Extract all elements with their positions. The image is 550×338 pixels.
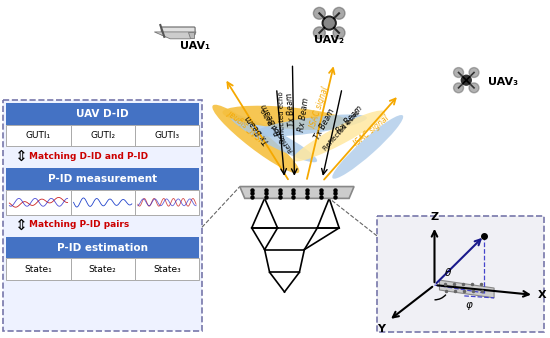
Polygon shape — [188, 32, 194, 38]
FancyBboxPatch shape — [7, 190, 70, 215]
Text: GUTI₃: GUTI₃ — [155, 131, 179, 140]
Text: Rx Beam: Rx Beam — [260, 102, 284, 137]
Polygon shape — [439, 280, 494, 298]
Text: UAV D-ID: UAV D-ID — [76, 109, 129, 119]
FancyBboxPatch shape — [7, 124, 70, 146]
Text: P-ID estimation: P-ID estimation — [57, 243, 148, 252]
Text: Matching D-ID and P-ID: Matching D-ID and P-ID — [29, 151, 148, 161]
Text: P-ID measurement: P-ID measurement — [48, 174, 157, 184]
Text: Tx Beam: Tx Beam — [244, 114, 272, 145]
Circle shape — [461, 75, 471, 85]
Circle shape — [314, 27, 325, 39]
FancyBboxPatch shape — [161, 27, 195, 35]
Text: Reflected echo: Reflected echo — [322, 109, 362, 152]
FancyBboxPatch shape — [7, 237, 199, 259]
Text: ⇕: ⇕ — [15, 148, 28, 164]
Text: GUTI₂: GUTI₂ — [90, 131, 116, 140]
Text: ⇕: ⇕ — [15, 217, 28, 233]
Text: Reflected echo: Reflected echo — [279, 92, 287, 144]
Ellipse shape — [229, 114, 317, 162]
Text: ISAC signal: ISAC signal — [309, 86, 330, 129]
Polygon shape — [240, 187, 354, 198]
Ellipse shape — [293, 111, 385, 162]
Text: Reflected echo: Reflected echo — [260, 107, 295, 153]
Text: Rx Beam: Rx Beam — [298, 97, 311, 132]
Text: State₂: State₂ — [89, 265, 117, 274]
FancyBboxPatch shape — [135, 259, 199, 280]
Circle shape — [469, 83, 479, 93]
Ellipse shape — [254, 115, 367, 137]
Polygon shape — [155, 32, 196, 39]
Text: Tx Beam: Tx Beam — [312, 107, 336, 141]
Circle shape — [454, 83, 464, 93]
Circle shape — [469, 68, 479, 77]
Text: UAV₁: UAV₁ — [180, 41, 210, 51]
Circle shape — [324, 18, 334, 28]
Ellipse shape — [332, 115, 403, 179]
Text: Rx Beam: Rx Beam — [334, 104, 364, 135]
Text: UAV₃: UAV₃ — [488, 77, 518, 87]
Circle shape — [314, 7, 325, 19]
FancyBboxPatch shape — [3, 100, 202, 331]
FancyBboxPatch shape — [377, 216, 544, 332]
Circle shape — [333, 27, 345, 39]
FancyBboxPatch shape — [135, 190, 199, 215]
FancyBboxPatch shape — [70, 259, 135, 280]
Text: UAV₂: UAV₂ — [314, 35, 344, 45]
FancyBboxPatch shape — [7, 168, 199, 190]
FancyBboxPatch shape — [7, 259, 70, 280]
Text: State₃: State₃ — [153, 265, 181, 274]
Text: X: X — [538, 290, 547, 300]
Text: ISAC signal: ISAC signal — [353, 113, 391, 148]
Text: θ: θ — [445, 268, 452, 278]
Text: State₁: State₁ — [25, 265, 52, 274]
Text: ISAC signal: ISAC signal — [227, 108, 266, 141]
Text: φ: φ — [466, 300, 472, 310]
Text: Tx Beam: Tx Beam — [285, 93, 298, 127]
FancyBboxPatch shape — [7, 103, 199, 124]
FancyBboxPatch shape — [135, 124, 199, 146]
Text: Matching P-ID pairs: Matching P-ID pairs — [29, 220, 129, 230]
Text: Z: Z — [431, 212, 438, 222]
Circle shape — [322, 16, 336, 30]
Text: Y: Y — [377, 324, 385, 335]
Ellipse shape — [212, 105, 299, 173]
Circle shape — [454, 68, 464, 77]
Text: GUTI₁: GUTI₁ — [26, 131, 51, 140]
Circle shape — [333, 7, 345, 19]
FancyBboxPatch shape — [70, 124, 135, 146]
FancyBboxPatch shape — [70, 190, 135, 215]
Ellipse shape — [223, 106, 351, 130]
